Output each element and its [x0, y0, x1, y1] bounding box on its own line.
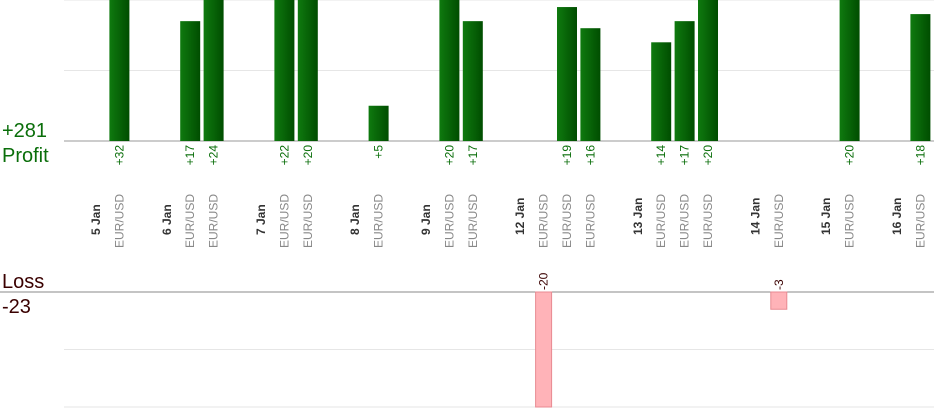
- day-label: 8 Jan: [348, 204, 362, 235]
- pair-label: EUR/USD: [678, 194, 692, 248]
- pair-label: EUR/USD: [537, 194, 551, 248]
- value-label: +17: [678, 145, 692, 166]
- value-label: +19: [560, 145, 574, 166]
- profit-bar: [910, 14, 931, 142]
- loss-bar: [535, 291, 553, 408]
- profit-bar: [580, 28, 601, 142]
- day-label: 9 Jan: [419, 204, 433, 235]
- profit-bar: [674, 21, 695, 141]
- pair-label: EUR/USD: [372, 194, 386, 248]
- pair-label: EUR/USD: [277, 194, 291, 248]
- profit-bar: [557, 7, 577, 141]
- value-label: +20: [843, 145, 857, 166]
- pair-label: EUR/USD: [442, 194, 456, 248]
- value-label: +5: [372, 145, 386, 159]
- value-label: +17: [183, 145, 197, 166]
- day-label: 7 Jan: [254, 204, 268, 235]
- value-label: +32: [112, 145, 126, 166]
- day-label: 13 Jan: [631, 198, 645, 235]
- pair-label: EUR/USD: [207, 194, 221, 248]
- pair-label: EUR/USD: [701, 194, 715, 248]
- pair-label: EUR/USD: [843, 194, 857, 248]
- profit-bar: [109, 0, 130, 142]
- profit-bar: [297, 0, 318, 141]
- profit-bar: [203, 0, 224, 141]
- value-label: +16: [583, 145, 597, 166]
- profit-label: Profit: [2, 145, 49, 167]
- profit-bar: [439, 0, 460, 141]
- profit-bar: [368, 105, 389, 141]
- pair-label: EUR/USD: [654, 194, 668, 248]
- pair-label: EUR/USD: [913, 194, 927, 248]
- day-label: 16 Jan: [890, 198, 904, 235]
- day-label: 6 Jan: [160, 204, 174, 235]
- profit-bar: [180, 21, 201, 141]
- value-label: +20: [701, 145, 715, 166]
- pair-label: EUR/USD: [112, 194, 126, 248]
- value-label: +17: [466, 145, 480, 166]
- value-label: -3: [772, 279, 786, 290]
- value-label: +20: [442, 145, 456, 166]
- profit-bar: [839, 0, 860, 141]
- profit-bar: [274, 0, 295, 142]
- loss-total: -23: [2, 296, 31, 318]
- profit-bar: [462, 21, 483, 141]
- day-label: 12 Jan: [513, 198, 527, 235]
- day-label: 15 Jan: [819, 198, 833, 235]
- value-label: +20: [301, 145, 315, 166]
- pair-label: EUR/USD: [583, 194, 597, 248]
- profit-total: +281: [2, 120, 47, 142]
- loss-bar: [770, 291, 788, 310]
- value-label: +24: [207, 145, 221, 166]
- pair-label: EUR/USD: [301, 194, 315, 248]
- value-label: +14: [654, 145, 668, 166]
- value-label: -20: [537, 272, 551, 290]
- pair-label: EUR/USD: [183, 194, 197, 248]
- loss-label: Loss: [2, 271, 44, 293]
- value-label: +22: [277, 145, 291, 166]
- profit-bar: [698, 0, 718, 141]
- pair-label: EUR/USD: [772, 194, 786, 248]
- day-label: 5 Jan: [89, 204, 103, 235]
- profit-bar: [651, 42, 672, 141]
- pair-label: EUR/USD: [560, 194, 574, 248]
- day-label: 14 Jan: [748, 198, 762, 235]
- value-label: +18: [913, 145, 927, 166]
- pair-label: EUR/USD: [466, 194, 480, 248]
